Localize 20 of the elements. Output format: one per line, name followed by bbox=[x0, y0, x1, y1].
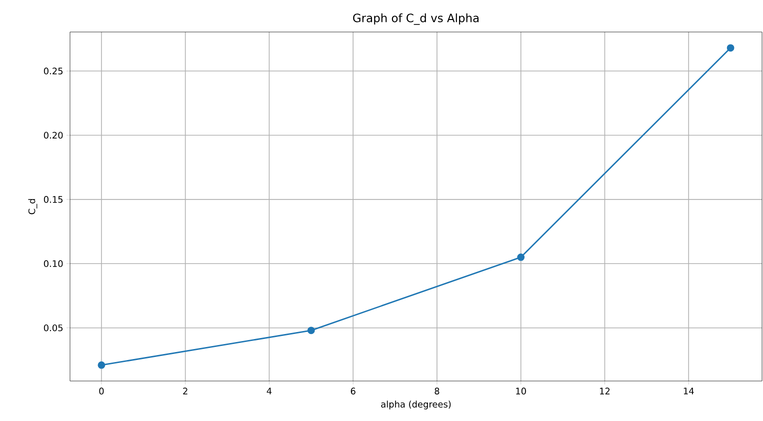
x-tick-label: 14 bbox=[684, 388, 694, 394]
x-tick-label: 10 bbox=[516, 388, 526, 394]
point bbox=[517, 254, 525, 261]
point bbox=[98, 361, 106, 369]
y-tick-label: 0.15 bbox=[44, 196, 63, 203]
x-tick-label: 8 bbox=[434, 388, 440, 394]
x-tick-label: 6 bbox=[350, 388, 356, 394]
x-tick-label: 0 bbox=[99, 388, 104, 394]
point bbox=[726, 44, 734, 52]
x-tick-label: 12 bbox=[600, 388, 610, 394]
y-axis-title: C_d bbox=[28, 199, 38, 214]
x-axis-title: alpha (degrees) bbox=[381, 400, 451, 410]
y-tick-label: 0.25 bbox=[44, 68, 63, 74]
y-tick-label: 0.05 bbox=[44, 324, 63, 332]
y-tick-label: 0.20 bbox=[44, 132, 63, 139]
chart-title: Graph of C_d vs Alpha bbox=[353, 13, 479, 25]
x-tick-label: 4 bbox=[266, 388, 272, 394]
y-tick-label: 0.10 bbox=[44, 260, 63, 268]
x-tick-label: 2 bbox=[183, 388, 188, 394]
point bbox=[307, 326, 315, 334]
